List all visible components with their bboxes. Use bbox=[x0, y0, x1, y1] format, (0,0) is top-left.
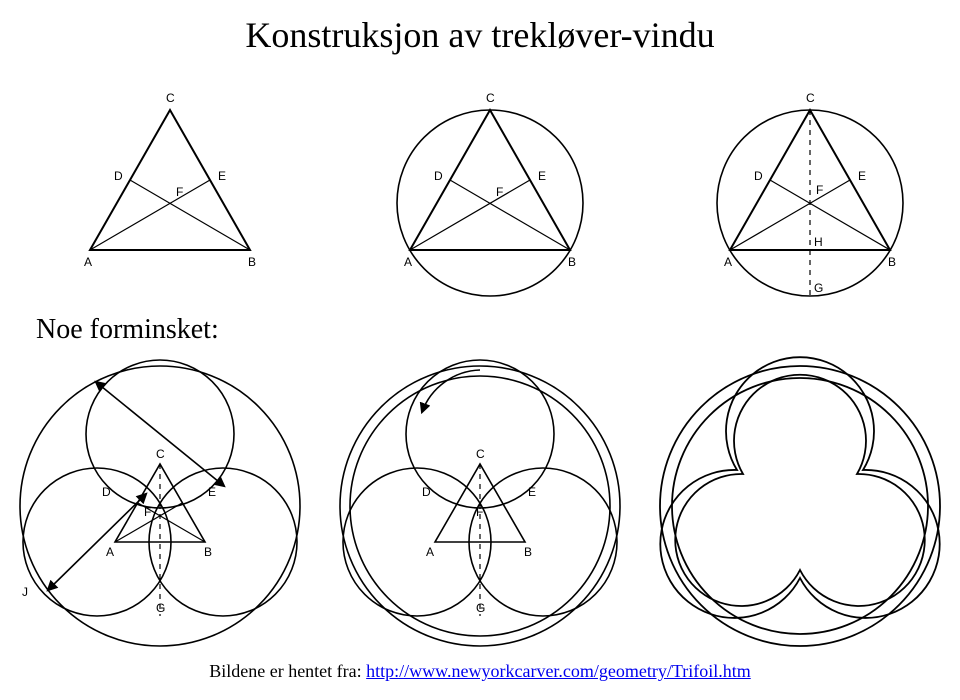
label-E: E bbox=[528, 485, 536, 499]
construction-row-2: C D E F A B G J bbox=[0, 356, 960, 656]
construction-row-1: A B C D E F A B C D E F bbox=[0, 70, 960, 300]
label-A: A bbox=[404, 255, 412, 269]
page-title: Konstruksjon av trekløver-vindu bbox=[0, 0, 960, 56]
label-B: B bbox=[568, 255, 576, 269]
label-G: G bbox=[156, 601, 165, 615]
label-D: D bbox=[434, 169, 443, 183]
label-F: F bbox=[176, 185, 183, 199]
label-C: C bbox=[806, 91, 815, 105]
label-B: B bbox=[888, 255, 896, 269]
label-D: D bbox=[422, 485, 431, 499]
label-H: H bbox=[814, 235, 823, 249]
label-A: A bbox=[106, 545, 114, 559]
label-E: E bbox=[218, 169, 226, 183]
label-D: D bbox=[102, 485, 111, 499]
label-E: E bbox=[208, 485, 216, 499]
label-D: D bbox=[754, 169, 763, 183]
label-A: A bbox=[426, 545, 434, 559]
label-A: A bbox=[724, 255, 732, 269]
diagram-step-2: A B C D E F bbox=[350, 70, 610, 300]
credit-link[interactable]: http://www.newyorkcarver.com/geometry/Tr… bbox=[366, 661, 751, 681]
label-A: A bbox=[84, 255, 92, 269]
diagram-step-3: A B C D E F H G bbox=[670, 70, 930, 300]
diagram-step-5: C D E F A B G bbox=[330, 356, 630, 656]
label-D: D bbox=[114, 169, 123, 183]
label-F: F bbox=[144, 505, 151, 519]
label-J: J bbox=[22, 585, 28, 599]
label-F: F bbox=[816, 183, 823, 197]
label-B: B bbox=[248, 255, 256, 269]
diagram-step-1: A B C D E F bbox=[30, 70, 290, 300]
diagram-step-4: C D E F A B G J bbox=[10, 356, 310, 656]
label-B: B bbox=[524, 545, 532, 559]
label-C: C bbox=[166, 91, 175, 105]
label-G: G bbox=[814, 281, 823, 295]
label-G: G bbox=[476, 601, 485, 615]
label-C: C bbox=[486, 91, 495, 105]
label-C: C bbox=[156, 447, 165, 461]
credit-prefix: Bildene er hentet fra: bbox=[209, 661, 366, 681]
label-E: E bbox=[858, 169, 866, 183]
label-E: E bbox=[538, 169, 546, 183]
label-F: F bbox=[496, 185, 503, 199]
label-B: B bbox=[204, 545, 212, 559]
image-credit: Bildene er hentet fra: http://www.newyor… bbox=[0, 661, 960, 682]
label-F: F bbox=[476, 505, 483, 519]
subtitle: Noe forminsket: bbox=[0, 300, 960, 346]
label-C: C bbox=[476, 447, 485, 461]
diagram-step-6 bbox=[650, 356, 950, 656]
